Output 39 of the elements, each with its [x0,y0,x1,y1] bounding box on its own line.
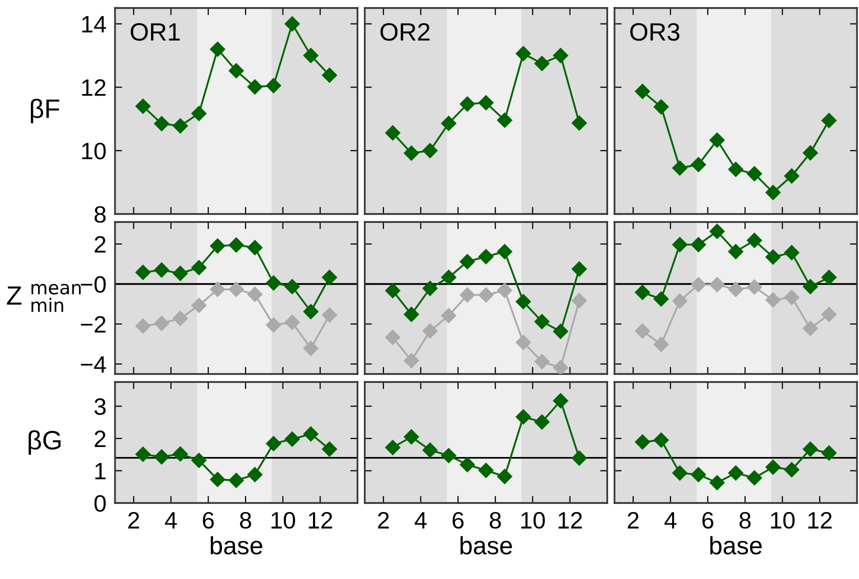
y-tick-label: −4 [80,356,106,373]
x-tick-label: 6 [702,512,714,529]
x-tick-label: 2 [628,512,639,528]
x-tick-label: 8 [490,512,501,529]
x-tick-label: 2 [128,512,140,528]
x-axis-title: base [460,536,512,554]
y-tick-label: 14 [82,16,106,32]
y-axis-title: Z $^{mean}$$_{min}$ [6,284,81,312]
chart-title: OR3 [630,23,680,41]
y-tick-label: 2 [94,236,106,253]
y-tick-label: 0 [94,495,106,512]
x-tick-label: 12 [558,512,582,528]
y-tick-label: 8 [94,206,106,223]
y-axis-title: βF [30,98,60,124]
x-axis-title: base [710,536,762,554]
x-tick-label: 6 [202,512,214,529]
x-axis-title: base [210,536,262,554]
x-tick-label: 6 [452,512,464,529]
chart-title: OR2 [380,23,430,41]
x-tick-label: 10 [771,512,795,529]
x-tick-label: 12 [308,512,332,528]
x-tick-label: 12 [808,512,832,528]
y-tick-label: 1 [95,463,106,480]
y-tick-label: −2 [80,316,106,333]
y-tick-label: −0 [80,276,106,293]
y-tick-label: 2 [94,430,106,448]
x-tick-label: 4 [164,512,177,528]
y-axis-title: βG [28,430,61,455]
x-tick-label: 10 [521,512,545,529]
x-tick-label: 8 [740,512,751,529]
y-tick-label: 12 [82,79,106,96]
chart-title: OR1 [130,23,180,41]
x-tick-label: 4 [414,512,427,528]
y-tick-label: 3 [94,398,106,415]
y-tick-label: 10 [82,142,106,160]
x-tick-label: 8 [240,512,252,529]
x-tick-label: 2 [378,512,389,528]
x-tick-label: 4 [664,512,676,528]
x-tick-label: 10 [272,512,296,529]
